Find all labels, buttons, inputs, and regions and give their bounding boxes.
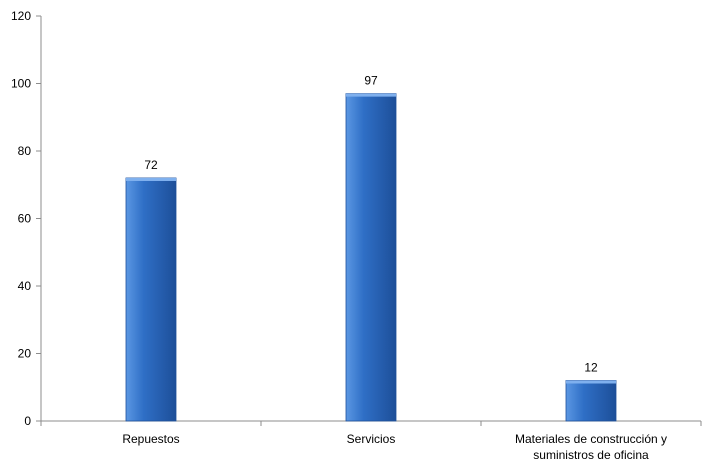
bar-value-label: 12 <box>584 361 598 375</box>
y-tick-label: 80 <box>18 144 32 158</box>
y-tick-label: 120 <box>11 9 31 23</box>
x-category-label: Materiales de construcción y suministros … <box>515 432 667 462</box>
bar <box>125 177 177 422</box>
y-tick-label: 20 <box>18 347 32 361</box>
y-tick-label: 0 <box>24 414 31 428</box>
bar-value-label: 72 <box>144 158 158 172</box>
bar-top-highlight <box>126 178 176 181</box>
bar-top-highlight <box>346 93 396 97</box>
bar-top-highlight <box>566 380 616 384</box>
bar <box>345 93 397 422</box>
bar-value-label: 97 <box>364 74 378 88</box>
y-tick-label: 60 <box>18 212 32 226</box>
x-category-label: Repuestos <box>122 432 179 446</box>
labels: 0 20 40 60 80 100 120 72 Repuestos 97 Servicios 12 M… <box>11 9 667 462</box>
bar <box>565 380 617 422</box>
y-tick-label: 100 <box>11 77 31 91</box>
y-tick-label: 40 <box>18 279 32 293</box>
bars <box>125 93 617 422</box>
x-category-label: Servicios <box>347 432 396 446</box>
